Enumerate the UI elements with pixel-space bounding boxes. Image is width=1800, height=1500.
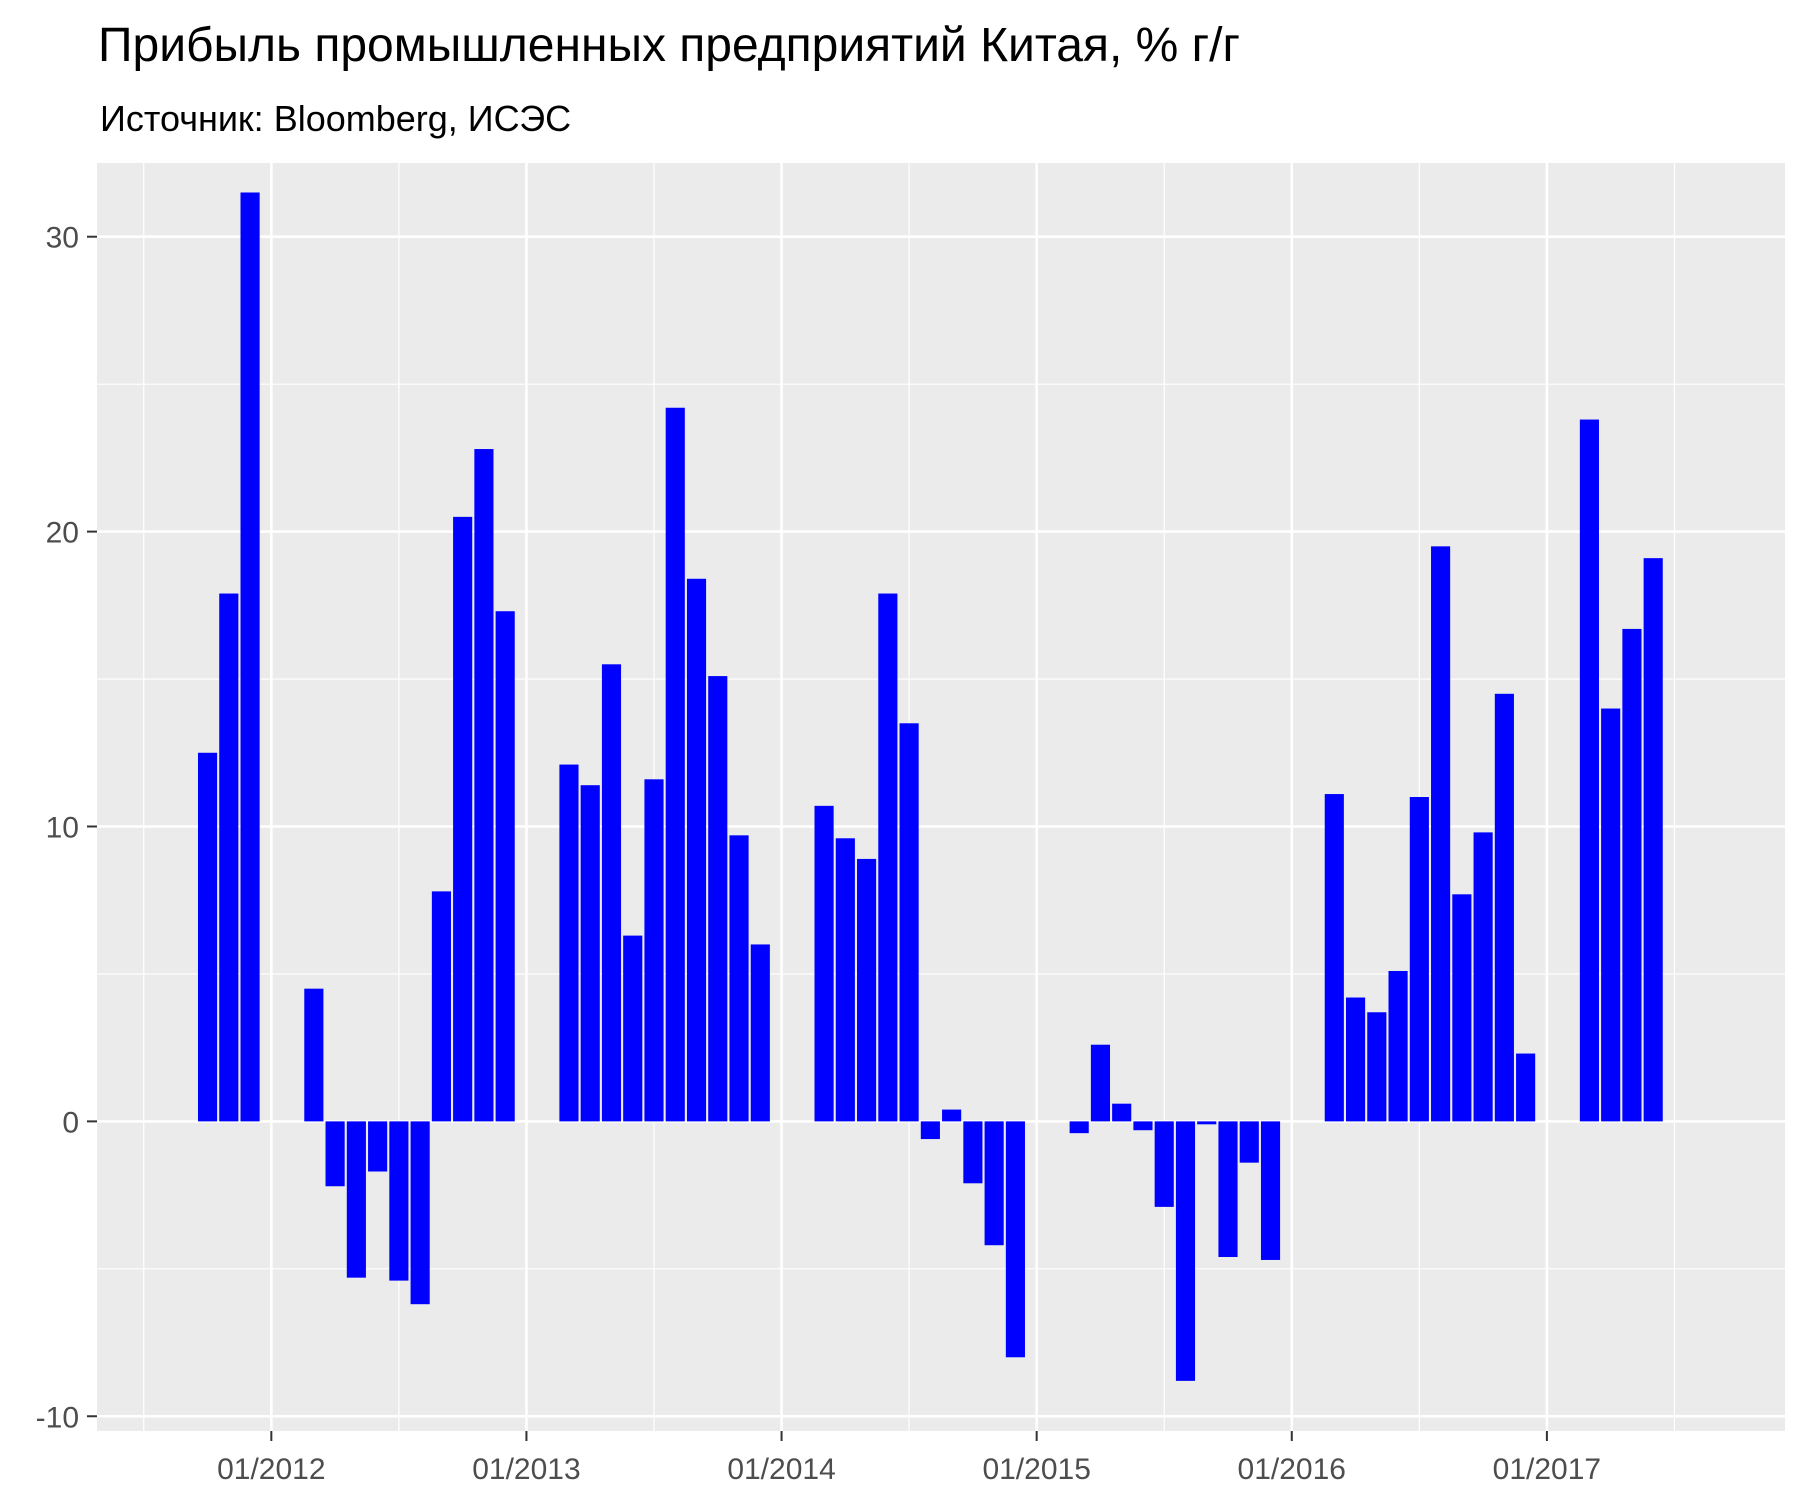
chart-title: Прибыль промышленных предприятий Китая, … bbox=[98, 19, 1241, 72]
bar bbox=[1239, 1121, 1259, 1163]
bar bbox=[1579, 419, 1599, 1122]
bar bbox=[1516, 1053, 1536, 1122]
chart-subtitle: Источник: Bloomberg, ИСЭС bbox=[100, 98, 572, 139]
bar bbox=[665, 407, 685, 1122]
bar bbox=[1090, 1044, 1111, 1122]
bar bbox=[984, 1121, 1004, 1246]
bar bbox=[559, 764, 579, 1122]
bar bbox=[495, 611, 515, 1122]
bar bbox=[580, 785, 600, 1122]
bar bbox=[240, 192, 260, 1122]
bar bbox=[686, 578, 707, 1122]
bar bbox=[878, 593, 898, 1122]
bar bbox=[368, 1121, 388, 1172]
x-tick-label: 01/2012 bbox=[217, 1453, 325, 1486]
bar bbox=[1175, 1121, 1196, 1381]
bar bbox=[899, 723, 919, 1122]
bar bbox=[1005, 1121, 1025, 1358]
x-tick-label: 01/2016 bbox=[1238, 1453, 1346, 1486]
bar bbox=[219, 593, 239, 1122]
bar bbox=[1388, 970, 1408, 1122]
bar bbox=[708, 676, 728, 1122]
bar bbox=[304, 988, 324, 1122]
bar bbox=[1133, 1121, 1153, 1131]
bar bbox=[1409, 797, 1429, 1122]
bar bbox=[325, 1121, 345, 1187]
bar bbox=[410, 1121, 430, 1305]
bar bbox=[1345, 997, 1366, 1122]
bar bbox=[814, 805, 834, 1122]
bar bbox=[1324, 794, 1344, 1122]
bar bbox=[1643, 558, 1663, 1122]
x-tick-label: 01/2013 bbox=[472, 1453, 580, 1486]
bar bbox=[644, 779, 664, 1122]
bar bbox=[963, 1121, 983, 1184]
bar bbox=[1473, 832, 1493, 1122]
bar bbox=[431, 891, 451, 1122]
axes: -10 0 10 20 30 01/2012 01/2013 01/2014 01/2015 01… bbox=[36, 222, 1601, 1486]
bar bbox=[453, 516, 473, 1122]
y-tick-label: 30 bbox=[46, 222, 79, 255]
bar bbox=[601, 664, 622, 1122]
x-tick-label: 01/2014 bbox=[727, 1453, 835, 1486]
bar bbox=[1260, 1121, 1281, 1260]
bar bbox=[1112, 1103, 1132, 1122]
bar bbox=[1197, 1121, 1217, 1125]
bar bbox=[1154, 1121, 1174, 1207]
x-tick-label: 01/2015 bbox=[982, 1453, 1090, 1486]
bar bbox=[1452, 894, 1472, 1122]
bar bbox=[1367, 1012, 1387, 1122]
bar bbox=[1622, 628, 1642, 1122]
x-tick-label: 01/2017 bbox=[1493, 1453, 1601, 1486]
bar bbox=[346, 1121, 366, 1278]
bar bbox=[623, 935, 643, 1122]
y-tick-label: 20 bbox=[46, 517, 79, 550]
bar-series bbox=[197, 192, 1663, 1381]
bar bbox=[920, 1121, 940, 1140]
bar bbox=[942, 1109, 962, 1122]
bar bbox=[1494, 693, 1514, 1122]
bar bbox=[750, 944, 770, 1122]
bar bbox=[729, 835, 749, 1122]
bar bbox=[857, 858, 877, 1122]
bar bbox=[1601, 708, 1621, 1122]
y-tick-label: 0 bbox=[62, 1106, 79, 1139]
bar bbox=[389, 1121, 409, 1281]
bar bbox=[197, 752, 218, 1122]
y-tick-label: 10 bbox=[46, 811, 79, 844]
bar bbox=[1069, 1121, 1089, 1134]
bar bbox=[1218, 1121, 1238, 1258]
bar bbox=[474, 449, 494, 1122]
bar bbox=[835, 838, 855, 1122]
y-tick-label: -10 bbox=[36, 1401, 79, 1434]
bar bbox=[1431, 546, 1451, 1122]
